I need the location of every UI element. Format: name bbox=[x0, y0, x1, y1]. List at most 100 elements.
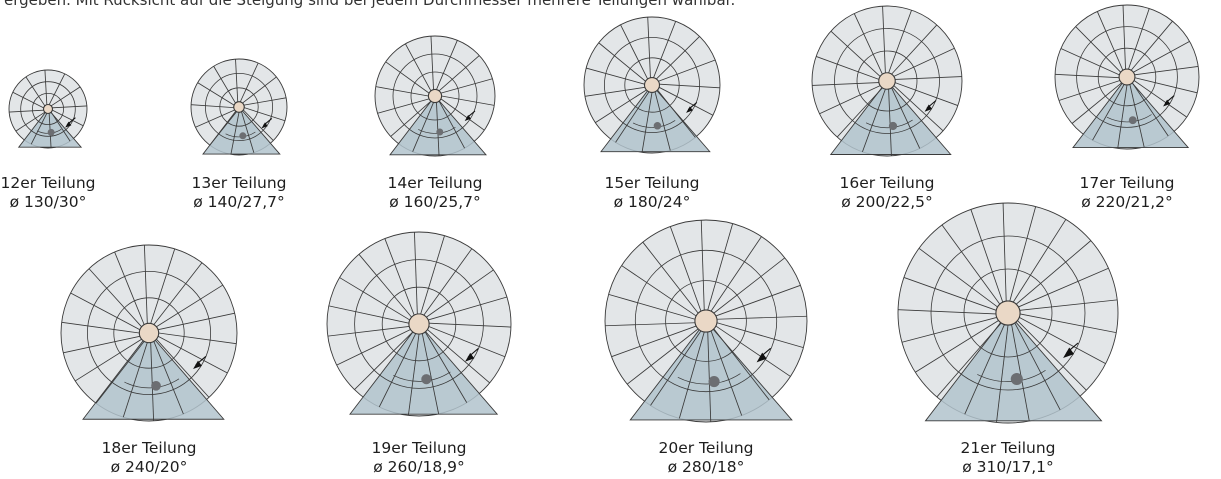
step-edge bbox=[74, 338, 142, 382]
division-label: 15er Teilung bbox=[604, 174, 700, 192]
step-edge bbox=[915, 320, 999, 373]
step-edge bbox=[700, 220, 705, 311]
step-edge bbox=[1012, 219, 1067, 303]
step-edge bbox=[853, 13, 883, 75]
caption-19: 19er Teilung ø 260/18,9° bbox=[371, 439, 466, 477]
step-edge bbox=[1018, 267, 1109, 308]
step-edge bbox=[1019, 313, 1117, 334]
step-edge bbox=[1019, 317, 1106, 365]
stair-diagram-19 bbox=[326, 231, 512, 417]
step-edge bbox=[9, 109, 44, 113]
step-edge bbox=[114, 251, 145, 325]
direction-arrow-head bbox=[193, 360, 202, 370]
walk-line-1 bbox=[856, 50, 918, 112]
step-edge bbox=[615, 91, 650, 143]
intro-text: ergeben. Mit Rücksicht auf die Steigung … bbox=[4, 0, 736, 9]
center-post bbox=[694, 309, 718, 333]
stair-diagram-14 bbox=[374, 35, 496, 157]
division-label: 16er Teilung bbox=[839, 174, 935, 192]
division-label: 21er Teilung bbox=[960, 439, 1056, 457]
step-edge bbox=[1122, 5, 1126, 70]
step-edge bbox=[150, 248, 176, 324]
step-edge bbox=[328, 305, 410, 324]
walk-line-1 bbox=[113, 297, 185, 369]
step-edge bbox=[1096, 11, 1124, 71]
step-edge bbox=[420, 235, 445, 315]
step-edge bbox=[158, 312, 235, 331]
step-edge bbox=[1134, 77, 1198, 94]
walk-line-2 bbox=[604, 37, 701, 133]
step-edge bbox=[244, 107, 286, 122]
step-edge bbox=[95, 341, 145, 404]
division-label: 12er Teilung bbox=[0, 174, 96, 192]
step-edge bbox=[428, 326, 506, 358]
step-edge bbox=[385, 61, 430, 94]
stair-diagram-20 bbox=[604, 219, 808, 423]
step-edge bbox=[1060, 48, 1120, 76]
step-edge bbox=[901, 317, 997, 343]
step-edge bbox=[243, 109, 274, 141]
walk-dot bbox=[653, 122, 662, 130]
direction-arrow-head bbox=[465, 352, 475, 362]
step-edge bbox=[25, 76, 46, 107]
step-edge bbox=[421, 333, 440, 414]
diameter-angle-spec: ø 280/18° bbox=[667, 458, 745, 476]
caption-14: 14er Teilung ø 160/25,7° bbox=[387, 174, 482, 212]
walk-line-2 bbox=[834, 28, 940, 134]
step-edge bbox=[893, 85, 944, 132]
caption-16: 16er Teilung ø 200/22,5° bbox=[839, 174, 934, 212]
step-edge bbox=[891, 24, 938, 75]
diameter-angle-spec: ø 220/21,2° bbox=[1081, 193, 1173, 211]
step-edge bbox=[438, 100, 465, 149]
caption-12: 12er Teilung ø 130/30° bbox=[0, 174, 95, 212]
step-edge bbox=[1131, 82, 1169, 137]
direction-arrow-head bbox=[1063, 347, 1075, 359]
step-edge bbox=[150, 342, 155, 421]
step-edge bbox=[429, 322, 511, 328]
diameter-angle-spec: ø 130/30° bbox=[9, 193, 87, 211]
step-edge bbox=[1014, 322, 1061, 411]
stair-diagram-13 bbox=[190, 58, 288, 156]
center-post bbox=[233, 101, 245, 113]
step-edge bbox=[941, 224, 1001, 305]
walk-dot bbox=[151, 380, 161, 391]
walk-line-2 bbox=[204, 73, 273, 141]
division-label: 17er Teilung bbox=[1079, 174, 1175, 192]
direction-arrow-head bbox=[464, 114, 471, 121]
step-edge bbox=[716, 322, 804, 349]
step-edge bbox=[626, 328, 699, 385]
step-edge bbox=[197, 82, 235, 106]
step-edge bbox=[427, 329, 490, 384]
step-edge bbox=[235, 59, 239, 102]
step-edge bbox=[441, 95, 495, 106]
step-edge bbox=[970, 209, 1004, 303]
step-edge bbox=[1055, 73, 1120, 79]
step-edge bbox=[608, 293, 696, 320]
step-edge bbox=[862, 88, 886, 153]
step-edge bbox=[378, 333, 417, 408]
diameter-angle-spec: ø 140/27,7° bbox=[193, 193, 285, 211]
step-edge bbox=[657, 89, 696, 138]
stair-diagram-12 bbox=[8, 69, 88, 149]
step-edge bbox=[1015, 240, 1092, 305]
walk-line-1 bbox=[32, 93, 65, 126]
step-edge bbox=[595, 89, 647, 123]
step-edge bbox=[428, 296, 508, 321]
stair-diagram-16 bbox=[811, 5, 963, 157]
step-edge bbox=[156, 338, 210, 398]
step-edge bbox=[436, 102, 440, 156]
step-edge bbox=[819, 85, 881, 115]
step-edge bbox=[50, 111, 71, 142]
direction-arrow-head bbox=[1163, 99, 1171, 107]
step-edge bbox=[894, 82, 959, 106]
step-edge bbox=[63, 335, 140, 354]
walk-dot bbox=[1010, 372, 1023, 386]
step-edge bbox=[195, 109, 235, 128]
step-edge bbox=[584, 86, 645, 97]
step-edge bbox=[815, 56, 880, 80]
center-post bbox=[427, 88, 443, 104]
landing-wedge bbox=[1072, 76, 1190, 149]
step-edge bbox=[1092, 84, 1125, 141]
step-edge bbox=[423, 248, 473, 316]
